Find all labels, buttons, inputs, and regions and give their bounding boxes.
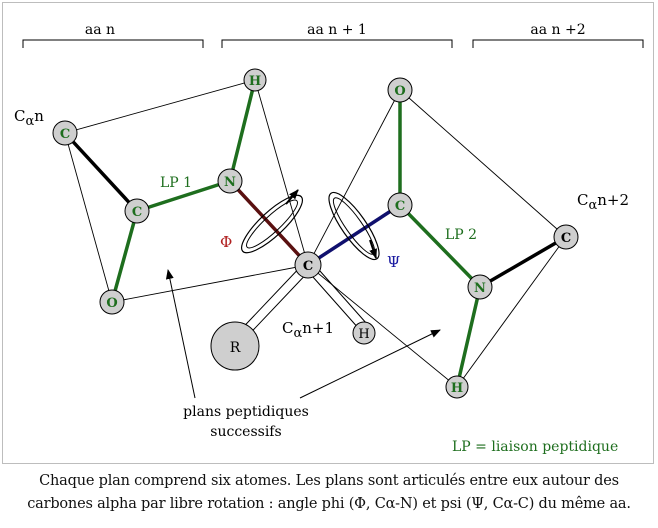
atom-r-group: R — [210, 321, 260, 371]
phi-label: Φ — [220, 233, 232, 251]
residue-bracket-n-plus-2: aa n +2 — [472, 22, 644, 48]
atom-o-right: O — [387, 77, 413, 103]
figure-frame — [2, 2, 654, 464]
psi-rotation-ellipse — [328, 191, 380, 261]
bond-n-h-bottom — [455, 285, 482, 389]
atom-h-small-label: H — [358, 327, 369, 342]
ca-n-label: Cαn — [14, 107, 44, 129]
bond-c-o-left — [110, 209, 139, 304]
atom-c-right-label: C — [395, 199, 405, 214]
atom-ca-center-label: C — [303, 259, 313, 274]
plane-outline-right — [307, 89, 567, 388]
atom-h-top: H — [243, 68, 267, 92]
pointer-arrows — [165, 269, 441, 399]
bond-psi — [306, 203, 402, 267]
psi-label: Ψ — [387, 253, 400, 271]
atom-ca-center: C — [294, 251, 322, 279]
caption-line-1: Chaque plan comprend six atomes. Les pla… — [39, 473, 619, 489]
atom-h-small: H — [352, 321, 376, 345]
residue-label-n-plus-1: aa n + 1 — [307, 22, 367, 38]
bond-n-h-top — [228, 78, 257, 183]
residue-label-n-plus-2: aa n +2 — [530, 22, 585, 38]
atom-o-left: O — [99, 289, 125, 315]
atom-ca-n2: C — [553, 224, 579, 250]
bond-lp1 — [135, 179, 232, 213]
atom-h-bottom: H — [445, 375, 469, 399]
legend-peptide-bond: LP = liaison peptidique — [452, 439, 618, 455]
atom-n-right-label: N — [474, 281, 486, 296]
atom-o-right-label: O — [394, 84, 405, 99]
plane-outline-left — [64, 79, 309, 303]
residue-label-n: aa n — [85, 22, 115, 38]
peptide-diagram: aa n aa n + 1 aa n +2 — [14, 22, 644, 455]
atom-c-left-label: C — [132, 205, 142, 220]
atom-n-right: N — [467, 274, 493, 300]
bond-ca-n-c — [63, 131, 139, 213]
ca-n1-label: Cαn+1 — [282, 319, 334, 341]
residue-bracket-n-plus-1: aa n + 1 — [221, 22, 453, 48]
atom-c-left: C — [124, 198, 150, 224]
atom-o-left-label: O — [106, 296, 117, 311]
figure-caption: Chaque plan comprend six atomes. Les pla… — [0, 470, 658, 516]
bond-n-ca-n2 — [478, 235, 568, 289]
ca-n2-label: Cαn+2 — [577, 191, 629, 213]
atom-r-group-label: R — [230, 340, 241, 356]
lp2-label: LP 2 — [445, 227, 477, 243]
phi-rotation-ellipse — [241, 189, 303, 254]
atom-ca-n-label: C — [60, 127, 70, 142]
bond-lp2 — [398, 203, 482, 289]
atom-n-left: N — [217, 168, 243, 194]
atom-h-top-label: H — [249, 74, 261, 89]
planes-label-line2: successifs — [210, 424, 281, 440]
caption-line-2: carbones alpha par libre rotation : angl… — [27, 496, 631, 512]
planes-label-line1: plans peptidiques — [183, 404, 309, 420]
lp1-label: LP 1 — [160, 175, 192, 191]
bond-phi — [228, 179, 310, 267]
atom-h-bottom-label: H — [451, 381, 463, 396]
atom-n-left-label: N — [224, 175, 236, 190]
atom-c-right: C — [387, 192, 413, 218]
atom-ca-n2-label: C — [561, 231, 571, 246]
atom-ca-n: C — [52, 120, 78, 146]
residue-bracket-n: aa n — [22, 22, 204, 48]
bonds — [63, 78, 568, 389]
